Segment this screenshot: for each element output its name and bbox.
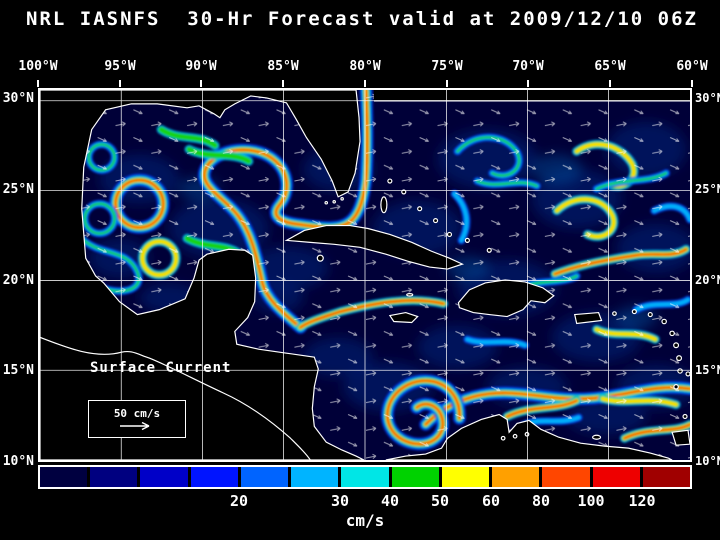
colorbar-tick-label: 60 — [481, 492, 501, 510]
land-cuba — [284, 224, 465, 270]
colorbar-segment — [592, 467, 640, 487]
lat-tick-label: 15°N — [2, 363, 34, 378]
axis-tick — [446, 80, 448, 87]
grid-lines — [40, 90, 690, 460]
colorbar-tick-label: 40 — [380, 492, 400, 510]
colorbar-segment — [90, 467, 138, 487]
colorbar-segment — [341, 467, 389, 487]
colorbar-tick-label: 80 — [531, 492, 551, 510]
lat-tick-label: 20°N — [2, 273, 34, 288]
colorbar-tick-label: 120 — [628, 492, 656, 510]
lon-tick-label: 85°W — [267, 59, 299, 74]
land-jamaica — [388, 311, 419, 324]
colorbar-segment — [291, 467, 339, 487]
lon-tick-label: 70°W — [512, 59, 544, 74]
colorbar-segment — [542, 467, 590, 487]
model-boundary-mask — [373, 90, 690, 101]
colorbar-tick-label: 50 — [430, 492, 450, 510]
colorbar-tick-label: 30 — [330, 492, 350, 510]
axis-tick — [282, 80, 284, 87]
lon-tick-label: 100°W — [18, 59, 58, 74]
lon-tick-label: 90°W — [185, 59, 217, 74]
lon-tick-label: 60°W — [676, 59, 708, 74]
axis-tick — [119, 80, 121, 87]
colorbar-segment — [240, 467, 289, 487]
land-hispaniola — [457, 279, 555, 318]
lon-tick-label: 75°W — [431, 59, 463, 74]
axis-tick — [527, 80, 529, 87]
colorbar-segment — [642, 467, 691, 487]
lat-tick-label: 20°N — [695, 273, 720, 287]
axis-tick — [691, 80, 693, 87]
land-puertorico — [573, 311, 603, 325]
axis-tick — [37, 80, 39, 87]
colorbar-segment — [492, 467, 540, 487]
colorbar-segment — [441, 467, 490, 487]
page-title: NRL IASNFS 30-Hr Forecast valid at 2009/… — [26, 8, 698, 30]
pacific-coastline — [40, 336, 311, 460]
land-southamerica — [385, 413, 673, 460]
colorbar-segment — [190, 467, 238, 487]
map-canvas — [40, 90, 690, 460]
colorbar-segment — [40, 467, 88, 487]
colorbar-unit: cm/s — [345, 511, 385, 530]
colorbar-segment — [391, 467, 439, 487]
land-trinidad — [671, 429, 690, 446]
lat-tick-label: 10°N — [695, 454, 720, 468]
axis-tick — [609, 80, 611, 87]
lat-tick-label: 25°N — [2, 182, 34, 197]
lon-tick-label: 80°W — [349, 59, 381, 74]
surface-current-label: Surface Current — [90, 360, 232, 376]
lat-tick-label: 30°N — [2, 91, 34, 106]
lon-tick-label: 95°W — [104, 59, 136, 74]
axis-tick — [364, 80, 366, 87]
axis-tick — [200, 80, 202, 87]
lat-tick-label: 15°N — [695, 363, 720, 377]
colorbar-segment — [140, 467, 188, 487]
colorbar-tick-label: 100 — [577, 492, 605, 510]
reference-scale-box: 50 cm/s — [88, 400, 186, 438]
lat-tick-label: 10°N — [2, 454, 34, 469]
reference-arrow-icon — [120, 421, 150, 431]
colorbar-tick-label: 20 — [229, 492, 249, 510]
lat-tick-label: 30°N — [695, 91, 720, 105]
reference-scale-label: 50 cm/s — [113, 407, 161, 420]
colorbar — [38, 465, 692, 489]
lat-tick-label: 25°N — [695, 182, 720, 196]
lon-tick-label: 65°W — [594, 59, 626, 74]
map-frame — [38, 88, 692, 462]
